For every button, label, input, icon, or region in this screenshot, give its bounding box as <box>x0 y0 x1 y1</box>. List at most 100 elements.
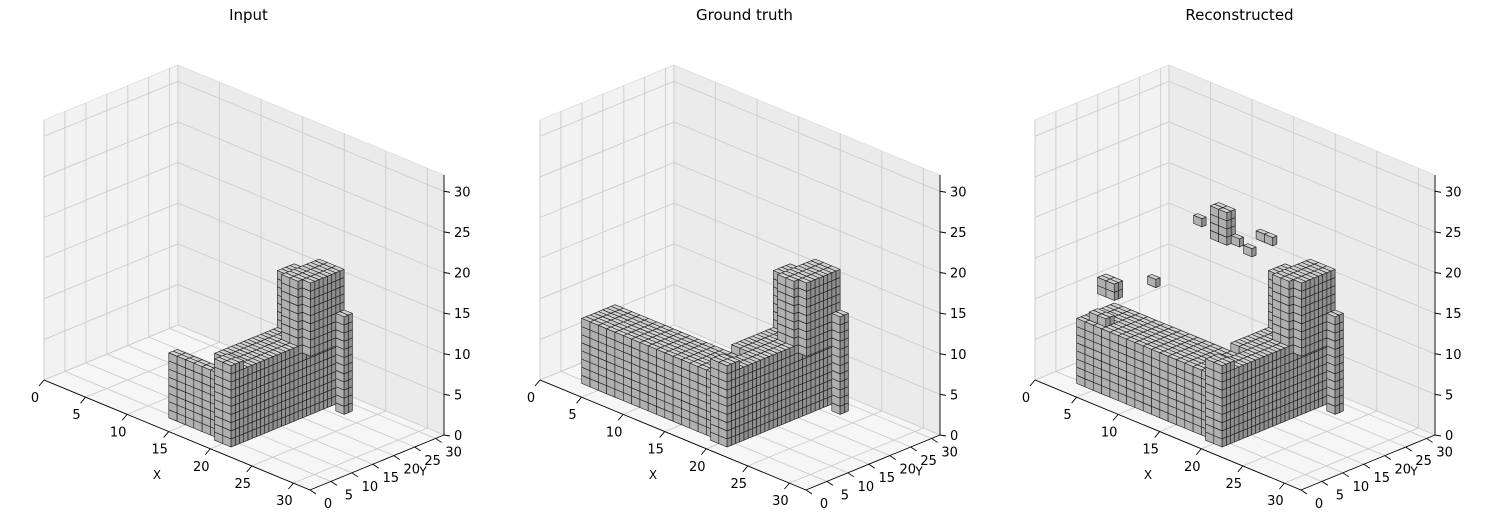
voxel <box>772 346 787 361</box>
grid-line-z <box>1034 121 1436 233</box>
x-tick-mark <box>246 465 253 473</box>
x-axis-line <box>539 379 807 491</box>
voxel <box>831 361 845 375</box>
voxel-face-side <box>835 269 841 280</box>
voxel-face-side <box>260 359 265 371</box>
voxel-face-side <box>314 279 320 290</box>
voxel <box>251 356 265 371</box>
z-tick-label: 30 <box>454 185 471 200</box>
voxel-face-side <box>339 269 345 280</box>
voxel <box>1326 386 1340 399</box>
grid-line-x <box>251 150 387 467</box>
voxel <box>272 347 286 362</box>
voxel <box>718 410 732 424</box>
y-tick-label: 25 <box>920 454 937 469</box>
grid-line-z <box>43 243 445 355</box>
voxel-face-side <box>843 313 849 324</box>
voxel <box>255 354 270 369</box>
y-tick-mark <box>889 455 896 460</box>
z-tick-mark <box>939 272 947 274</box>
grid-line-z <box>539 243 941 355</box>
voxel-face-side <box>827 272 833 284</box>
voxel <box>797 336 812 349</box>
y-tick-label: 20 <box>403 463 420 478</box>
z-tick-mark <box>443 272 451 274</box>
x-tick-mark <box>163 431 170 438</box>
voxel <box>314 272 328 287</box>
x-tick-label: 30 <box>772 494 789 509</box>
y-tick-label: 5 <box>841 488 849 503</box>
voxel-face-side <box>255 361 261 373</box>
voxel-face-side <box>839 314 845 326</box>
grid-line-y <box>560 111 828 482</box>
y-tick-mark <box>393 455 400 460</box>
voxel <box>797 277 812 292</box>
voxel <box>222 360 236 375</box>
voxel <box>647 343 661 358</box>
chart-title: Ground truth <box>696 6 793 24</box>
voxel-face-side <box>293 346 299 357</box>
y-tick-mark <box>868 463 876 469</box>
x-tick-mark <box>784 482 790 490</box>
z-tick-mark <box>939 312 947 315</box>
voxel-face-side <box>751 361 757 373</box>
grid-line-z <box>1034 243 1436 355</box>
x-tick-mark <box>204 448 211 456</box>
voxel-face-side <box>1330 269 1336 280</box>
voxel-face-side <box>814 277 820 289</box>
z-tick-label: 0 <box>454 429 462 444</box>
y-tick-label: 0 <box>324 497 332 512</box>
grid-line-x <box>85 82 221 398</box>
voxel <box>718 378 732 391</box>
z-tick-label: 10 <box>950 348 967 363</box>
voxel-face-side <box>1326 270 1332 282</box>
z-tick-label: 20 <box>950 267 967 282</box>
x-tick-label: 0 <box>31 391 39 406</box>
x-tick-mark <box>121 414 128 421</box>
voxel-face-side <box>760 358 766 369</box>
z-tick-label: 0 <box>950 429 958 444</box>
y-tick-mark <box>330 481 338 486</box>
x-tick-label: 25 <box>235 477 252 492</box>
z-tick-label: 30 <box>950 185 967 200</box>
y-tick-label: 0 <box>820 497 828 512</box>
y-axis-label: Y <box>418 465 427 479</box>
pane-left <box>43 64 179 381</box>
y-tick-label: 15 <box>879 471 896 486</box>
voxel <box>777 272 791 287</box>
grid-line-z <box>43 324 445 436</box>
chart-title: Reconstructed <box>1185 6 1294 24</box>
z-tick-label: 5 <box>454 388 462 403</box>
voxel <box>1318 267 1332 282</box>
voxel <box>831 394 845 407</box>
grid-line-y <box>64 111 332 482</box>
voxel-face-side <box>289 347 295 359</box>
voxel-face-side <box>272 354 278 366</box>
grid-line-z <box>1034 162 1436 273</box>
z-tick-label: 20 <box>454 267 471 282</box>
voxel <box>785 293 799 307</box>
y-axis-line <box>309 434 445 491</box>
voxel-face-side <box>285 349 291 361</box>
y-tick-mark <box>931 438 938 443</box>
z-tick-mark <box>443 312 451 315</box>
voxel <box>285 342 299 357</box>
chart-panel-ground-truth: Ground truth 0 5 10 15 20 25 30 0 5 10 15 20 25 30 0 5 1… <box>496 0 993 513</box>
voxel-face-side <box>731 361 736 373</box>
voxel-face-side <box>772 352 778 364</box>
voxel <box>827 265 841 280</box>
voxel <box>831 337 845 350</box>
grid-line-z <box>1034 80 1436 192</box>
voxel <box>785 310 799 323</box>
x-tick-mark <box>659 431 666 438</box>
voxel-face-side <box>297 279 303 290</box>
y-tick-label: 30 <box>445 445 462 460</box>
voxel-face-side <box>322 275 328 287</box>
x-tick-label: 10 <box>606 425 623 440</box>
voxel <box>222 410 236 424</box>
z-tick-mark <box>939 190 947 193</box>
grid-line-z <box>43 162 445 273</box>
voxel-face-side <box>726 363 732 375</box>
voxel-face-side <box>777 351 782 362</box>
voxel-face-side <box>793 279 799 290</box>
